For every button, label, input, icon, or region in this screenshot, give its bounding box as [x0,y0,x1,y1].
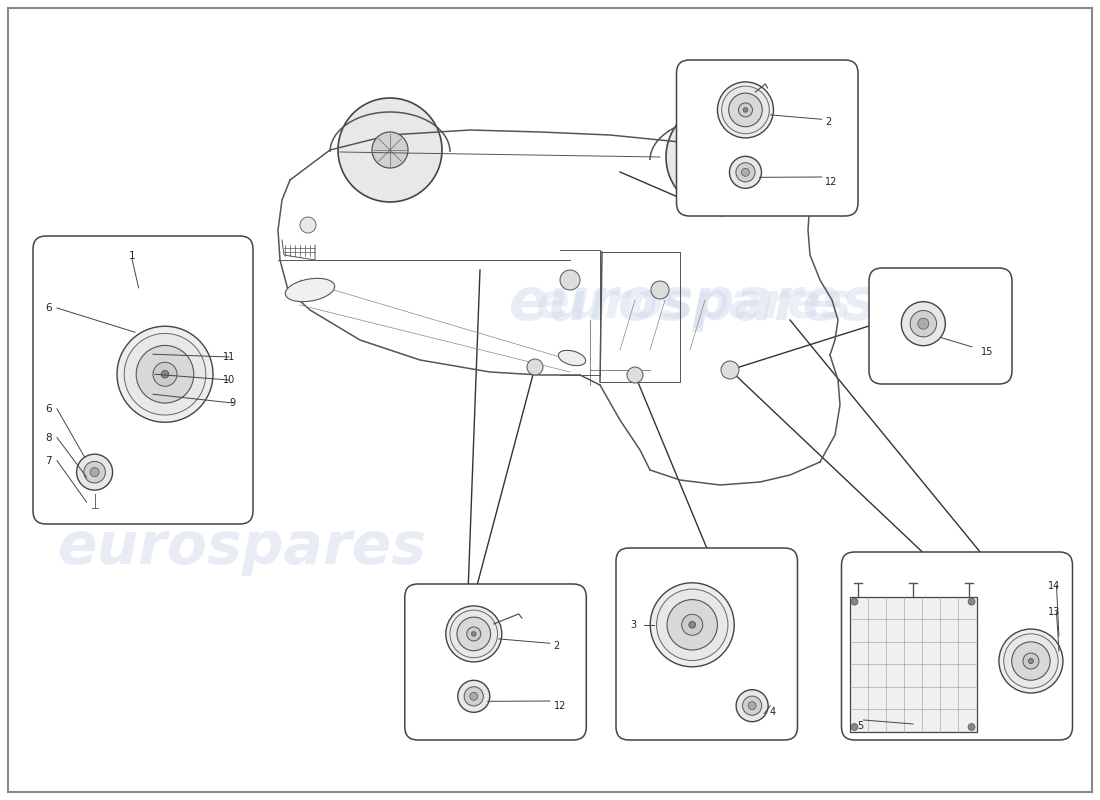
Circle shape [466,627,481,641]
Text: 7: 7 [45,456,52,466]
Circle shape [470,692,477,700]
Circle shape [741,168,749,176]
FancyBboxPatch shape [869,268,1012,384]
Circle shape [84,462,106,483]
Text: 2: 2 [553,642,560,651]
Circle shape [372,132,408,168]
Text: 9: 9 [229,398,235,408]
Text: 12: 12 [825,177,838,186]
Circle shape [901,302,945,346]
Circle shape [1023,653,1038,669]
Text: eurospares: eurospares [508,275,878,333]
Circle shape [689,622,695,628]
Circle shape [917,318,928,329]
Text: 6: 6 [45,303,52,313]
Text: 5: 5 [858,721,864,731]
Circle shape [117,326,213,422]
Text: eurospares: eurospares [535,280,851,328]
FancyBboxPatch shape [616,548,798,740]
Circle shape [627,367,644,383]
Circle shape [464,686,483,706]
Text: 15: 15 [980,346,993,357]
Text: 4: 4 [770,707,776,717]
Circle shape [124,334,206,415]
Circle shape [1028,658,1034,664]
Circle shape [851,723,858,730]
Circle shape [300,217,316,233]
Bar [849,597,977,732]
FancyBboxPatch shape [405,584,586,740]
Circle shape [651,281,669,299]
Ellipse shape [559,350,585,366]
Circle shape [738,103,752,117]
Ellipse shape [285,278,334,302]
Circle shape [736,162,755,182]
Circle shape [666,103,774,211]
Circle shape [736,690,768,722]
Circle shape [472,632,476,636]
Circle shape [650,582,734,667]
Circle shape [968,723,975,730]
Circle shape [338,98,442,202]
Circle shape [458,680,490,712]
Text: 14: 14 [1048,581,1060,591]
Circle shape [720,361,739,379]
Text: eurospares: eurospares [57,519,427,577]
Circle shape [456,617,491,650]
Text: 11: 11 [222,352,235,362]
Text: 12: 12 [553,701,566,710]
Circle shape [682,614,703,635]
Text: 6: 6 [45,404,52,414]
Circle shape [968,598,975,605]
Text: 3: 3 [630,620,636,630]
Circle shape [527,359,543,375]
Circle shape [748,702,756,710]
Circle shape [999,629,1063,693]
FancyBboxPatch shape [676,60,858,216]
Text: 10: 10 [222,375,235,385]
Circle shape [77,454,112,490]
Circle shape [162,370,168,378]
Circle shape [722,86,769,134]
Circle shape [729,156,761,188]
Circle shape [742,696,761,715]
Circle shape [728,93,762,126]
Text: 1: 1 [129,251,135,261]
Circle shape [446,606,502,662]
Circle shape [702,139,738,175]
Text: 13: 13 [1048,607,1060,617]
Circle shape [1003,634,1058,688]
Text: 8: 8 [45,433,52,442]
Circle shape [1012,642,1050,680]
Circle shape [657,589,728,661]
Circle shape [90,468,99,477]
Circle shape [717,82,773,138]
Circle shape [851,598,858,605]
Circle shape [667,600,717,650]
FancyBboxPatch shape [842,552,1072,740]
Circle shape [744,108,748,112]
Circle shape [153,362,177,386]
Circle shape [450,610,497,658]
Circle shape [136,346,194,403]
Text: 2: 2 [825,118,832,127]
Circle shape [910,310,936,337]
Circle shape [560,270,580,290]
FancyBboxPatch shape [33,236,253,524]
